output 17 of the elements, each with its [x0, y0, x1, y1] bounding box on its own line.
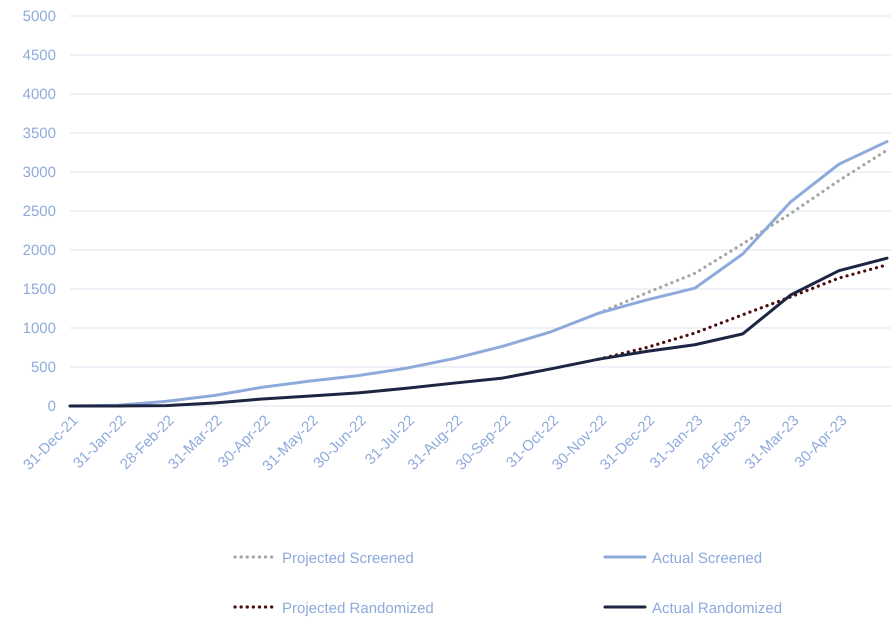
line-series	[68, 256, 888, 408]
y-tick-label: 4500	[22, 46, 56, 64]
legend-label: Projected Screened	[282, 550, 414, 567]
legend-label: Actual Screened	[652, 550, 762, 567]
y-tick-label: 1500	[22, 280, 56, 298]
y-tick-label: 2000	[22, 242, 56, 259]
y-tick-label: 5000	[22, 8, 56, 25]
line-series	[597, 148, 889, 315]
y-tick-label: 3000	[22, 164, 56, 181]
legend-label: Projected Randomized	[282, 600, 434, 617]
y-tick-label: 3500	[22, 124, 56, 142]
y-tick-label: 1000	[22, 320, 56, 337]
legend-label: Actual Randomized	[652, 600, 782, 617]
y-tick-label: 500	[30, 358, 56, 376]
y-tick-label: 2500	[22, 202, 56, 220]
y-tick-label: 0	[48, 398, 56, 415]
y-tick-label: 4000	[22, 86, 56, 103]
